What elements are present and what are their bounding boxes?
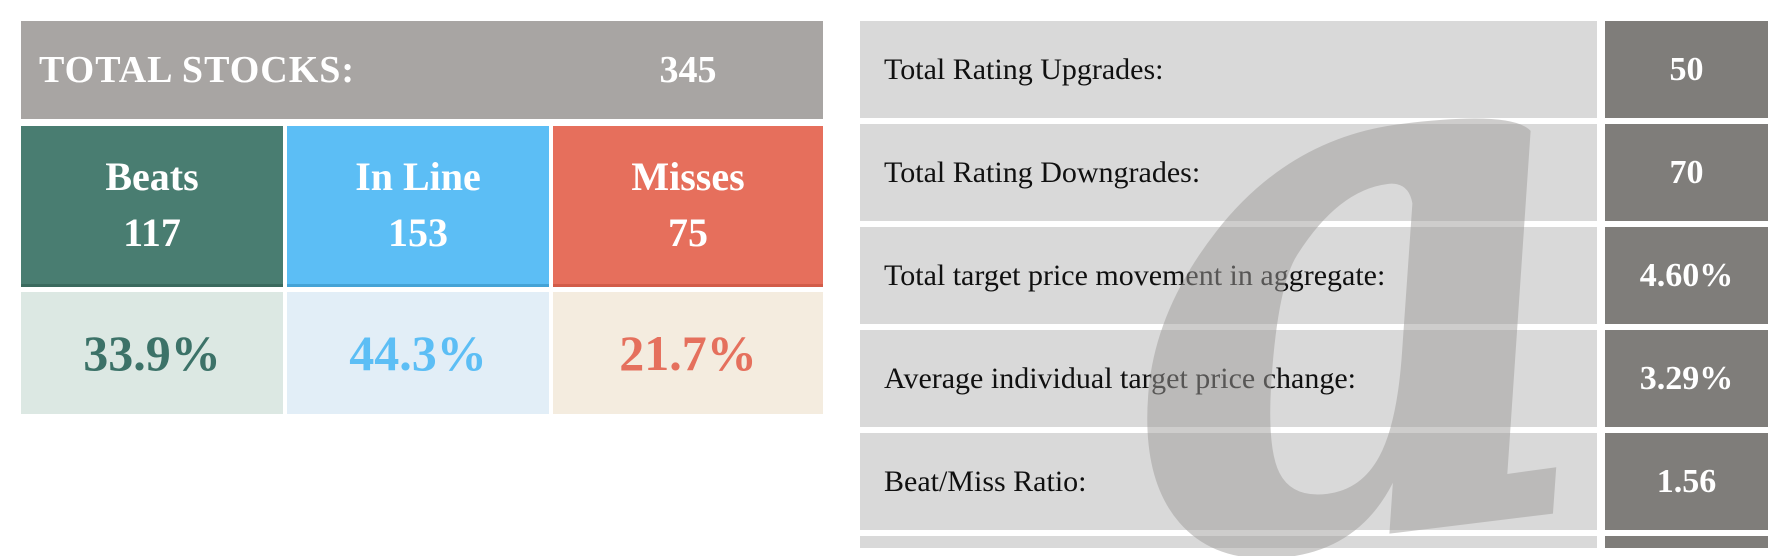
total-stocks-label: TOTAL STOCKS: [39, 49, 356, 91]
percentage-row: 33.9% 44.3% 21.7% [21, 292, 823, 414]
beat-miss-ratio-value: 1.56 [1605, 433, 1768, 530]
misses-cell: Misses 75 [553, 126, 823, 287]
aggregate-price-movement-label: Total target price movement in aggregate… [860, 227, 1597, 324]
beats-label: Beats [105, 154, 199, 199]
category-row: Beats 117 In Line 153 Misses 75 [21, 126, 823, 287]
cutoff-row-label [860, 536, 1597, 548]
misses-label: Misses [631, 154, 745, 199]
aggregate-price-movement-value: 4.60% [1605, 227, 1768, 324]
table-row: Total target price movement in aggregate… [860, 227, 1768, 324]
inline-cell: In Line 153 [287, 126, 549, 287]
inline-percentage: 44.3% [287, 292, 549, 414]
stocks-summary-table: TOTAL STOCKS: 345 Beats 117 In Line 153 … [21, 21, 823, 414]
table-row: Total Rating Upgrades: 50 [860, 21, 1768, 118]
misses-percentage: 21.7% [553, 292, 823, 414]
rating-downgrades-value: 70 [1605, 124, 1768, 221]
misses-count: 75 [668, 210, 708, 255]
rating-downgrades-label: Total Rating Downgrades: [860, 124, 1597, 221]
avg-target-price-change-label: Average individual target price change: [860, 330, 1597, 427]
beats-cell: Beats 117 [21, 126, 283, 287]
beat-miss-ratio-label: Beat/Miss Ratio: [860, 433, 1597, 530]
rating-upgrades-label: Total Rating Upgrades: [860, 21, 1597, 118]
avg-target-price-change-value: 3.29% [1605, 330, 1768, 427]
table-row: Beat/Miss Ratio: 1.56 [860, 433, 1768, 530]
beats-count: 117 [123, 210, 181, 255]
beats-percentage: 33.9% [21, 292, 283, 414]
total-stocks-header: TOTAL STOCKS: 345 [21, 21, 823, 119]
table-row: Total Rating Downgrades: 70 [860, 124, 1768, 221]
inline-count: 153 [388, 210, 448, 255]
total-stocks-value: 345 [659, 49, 717, 91]
rating-upgrades-value: 50 [1605, 21, 1768, 118]
table-row: Average individual target price change: … [860, 330, 1768, 427]
ratings-stats-table: Total Rating Upgrades: 50 Total Rating D… [860, 21, 1768, 548]
inline-label: In Line [355, 154, 481, 199]
cutoff-row-value [1605, 536, 1768, 548]
table-row-cutoff [860, 536, 1768, 548]
